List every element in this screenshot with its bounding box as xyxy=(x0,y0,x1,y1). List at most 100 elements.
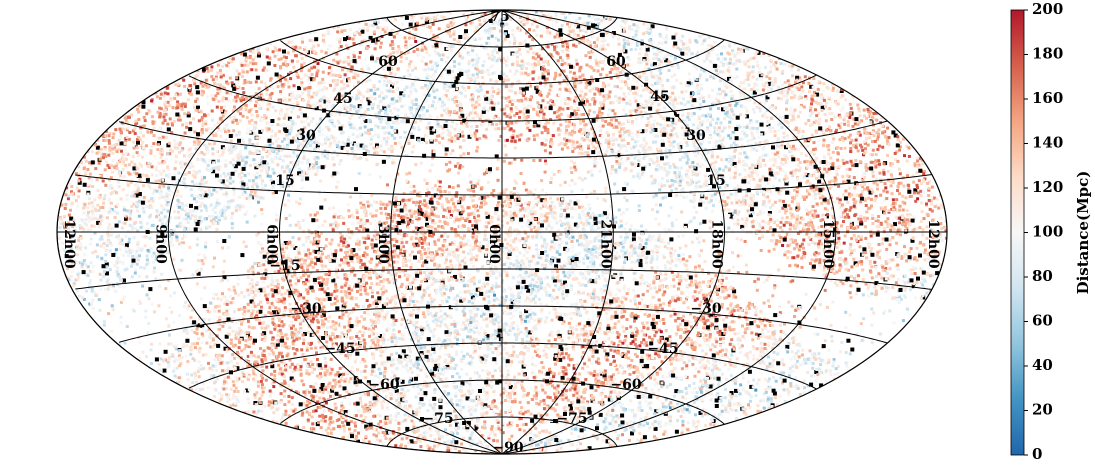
point xyxy=(693,290,697,294)
point xyxy=(606,292,610,295)
point xyxy=(224,138,228,142)
point xyxy=(339,414,343,418)
point xyxy=(151,101,155,105)
point xyxy=(455,122,459,126)
point xyxy=(349,432,353,436)
point xyxy=(701,349,705,353)
point xyxy=(341,299,345,303)
point xyxy=(681,46,685,50)
point xyxy=(259,374,263,378)
point xyxy=(772,358,776,362)
point xyxy=(759,335,763,338)
point xyxy=(499,55,503,59)
point xyxy=(565,347,569,351)
point xyxy=(342,77,346,81)
point xyxy=(853,248,857,252)
point xyxy=(201,124,205,128)
point xyxy=(681,113,685,117)
point xyxy=(244,343,248,347)
point xyxy=(166,360,170,364)
point xyxy=(637,149,641,153)
point xyxy=(682,277,686,281)
point xyxy=(318,104,322,108)
point xyxy=(468,377,472,381)
point xyxy=(412,312,416,316)
point xyxy=(498,17,502,21)
point xyxy=(449,412,453,416)
point xyxy=(877,128,881,132)
point xyxy=(327,426,331,430)
point xyxy=(817,225,821,229)
point xyxy=(199,204,202,208)
point xyxy=(101,179,105,183)
point xyxy=(530,371,534,375)
point xyxy=(487,118,491,122)
point xyxy=(744,263,748,267)
point xyxy=(601,134,604,138)
point xyxy=(455,39,459,43)
point xyxy=(791,174,795,178)
point xyxy=(397,45,401,49)
point xyxy=(797,248,801,252)
point xyxy=(605,420,609,424)
point xyxy=(232,189,236,193)
point xyxy=(848,352,852,356)
point xyxy=(620,311,624,315)
point xyxy=(97,161,101,165)
point xyxy=(441,144,445,148)
point xyxy=(176,100,180,104)
point xyxy=(716,117,720,121)
point xyxy=(132,146,136,150)
point-overflow xyxy=(282,49,286,54)
point xyxy=(518,251,522,255)
point xyxy=(249,287,253,291)
point xyxy=(274,109,278,113)
point xyxy=(657,245,661,249)
point xyxy=(231,380,235,384)
point xyxy=(409,60,413,64)
point xyxy=(291,346,295,350)
point xyxy=(698,35,702,38)
point xyxy=(251,62,255,66)
point xyxy=(386,360,390,364)
point xyxy=(708,54,711,57)
point xyxy=(199,297,203,301)
point xyxy=(229,404,233,408)
point xyxy=(279,419,283,422)
point xyxy=(777,128,781,132)
point xyxy=(778,165,782,169)
point xyxy=(387,147,391,151)
point xyxy=(345,110,349,114)
point xyxy=(714,337,718,341)
point xyxy=(711,88,715,92)
point xyxy=(632,77,636,81)
point xyxy=(245,70,249,74)
point xyxy=(363,341,367,345)
point xyxy=(653,286,657,290)
point xyxy=(240,63,244,67)
point xyxy=(756,162,760,166)
point xyxy=(787,336,790,340)
point xyxy=(315,101,319,105)
point xyxy=(271,142,275,145)
point xyxy=(259,379,263,383)
point xyxy=(870,265,874,269)
point xyxy=(503,252,507,255)
point xyxy=(874,217,877,221)
point xyxy=(384,437,388,440)
point xyxy=(394,18,397,22)
point xyxy=(221,150,225,154)
point xyxy=(548,377,552,380)
point xyxy=(215,369,219,372)
point xyxy=(533,312,537,316)
point xyxy=(785,134,789,138)
point xyxy=(821,187,825,191)
point xyxy=(700,68,703,72)
point xyxy=(380,117,384,121)
point xyxy=(255,360,259,364)
point xyxy=(611,355,615,358)
point xyxy=(246,131,249,135)
point xyxy=(271,50,275,54)
point xyxy=(491,374,495,378)
point xyxy=(493,405,497,408)
